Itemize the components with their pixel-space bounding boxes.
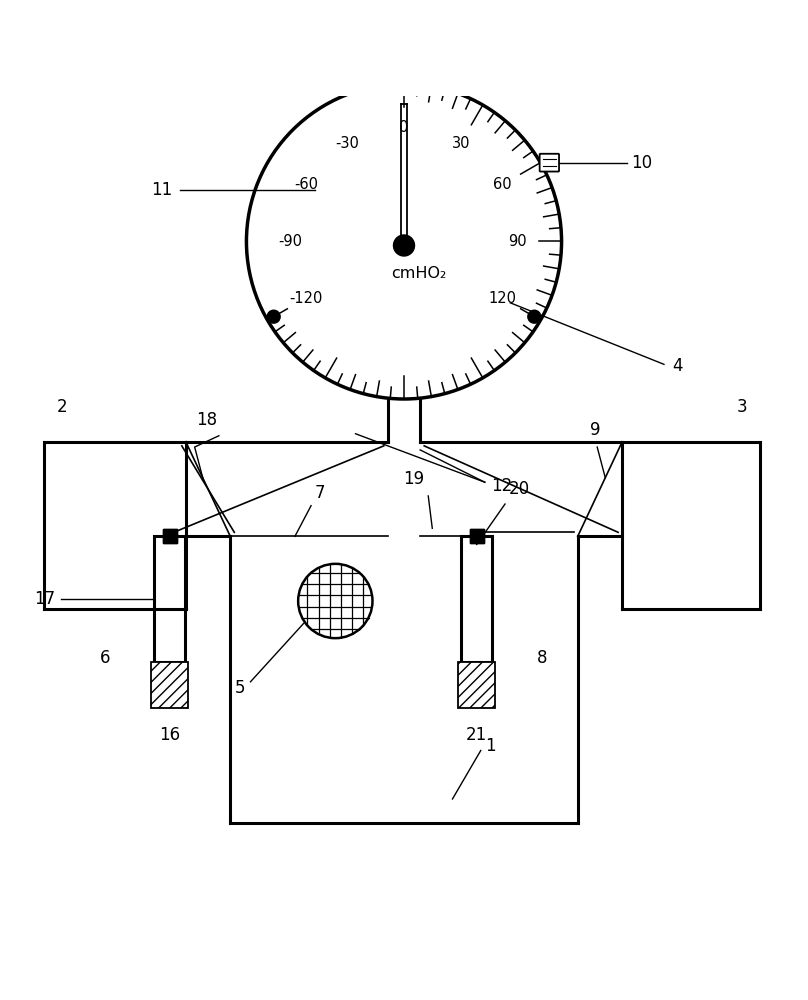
Text: 11: 11 <box>151 181 172 199</box>
Text: 7: 7 <box>315 484 326 502</box>
Text: 60: 60 <box>493 177 511 192</box>
Text: cmHO₂: cmHO₂ <box>391 266 446 281</box>
Circle shape <box>528 310 541 323</box>
Bar <box>470 529 483 543</box>
Bar <box>151 662 188 708</box>
Bar <box>470 529 483 543</box>
Text: 9: 9 <box>591 421 601 439</box>
Text: 120: 120 <box>488 291 516 306</box>
Text: 6: 6 <box>99 649 110 667</box>
Bar <box>458 662 495 708</box>
Text: 16: 16 <box>159 726 180 744</box>
Text: 3: 3 <box>737 398 747 416</box>
FancyBboxPatch shape <box>540 154 559 172</box>
Text: 12: 12 <box>491 477 512 495</box>
Text: 5: 5 <box>235 679 246 697</box>
Circle shape <box>267 310 280 323</box>
Circle shape <box>393 235 415 256</box>
Text: 0: 0 <box>399 120 409 135</box>
Bar <box>162 529 176 543</box>
Bar <box>162 529 176 543</box>
Text: 30: 30 <box>452 136 470 151</box>
Bar <box>154 536 185 662</box>
Bar <box>461 536 492 662</box>
Text: 20: 20 <box>509 480 530 498</box>
Text: 90: 90 <box>508 234 527 249</box>
Text: -120: -120 <box>289 291 322 306</box>
Text: 18: 18 <box>196 411 217 429</box>
Text: 2: 2 <box>57 398 67 416</box>
Text: 19: 19 <box>403 470 424 488</box>
Text: 21: 21 <box>466 726 487 744</box>
Text: 4: 4 <box>672 357 682 375</box>
Text: 1: 1 <box>485 737 495 755</box>
Text: -30: -30 <box>335 136 360 151</box>
Text: 10: 10 <box>631 154 652 172</box>
Text: -60: -60 <box>294 177 318 192</box>
Text: -90: -90 <box>279 234 302 249</box>
Text: 8: 8 <box>537 649 547 667</box>
Text: 17: 17 <box>34 590 55 608</box>
